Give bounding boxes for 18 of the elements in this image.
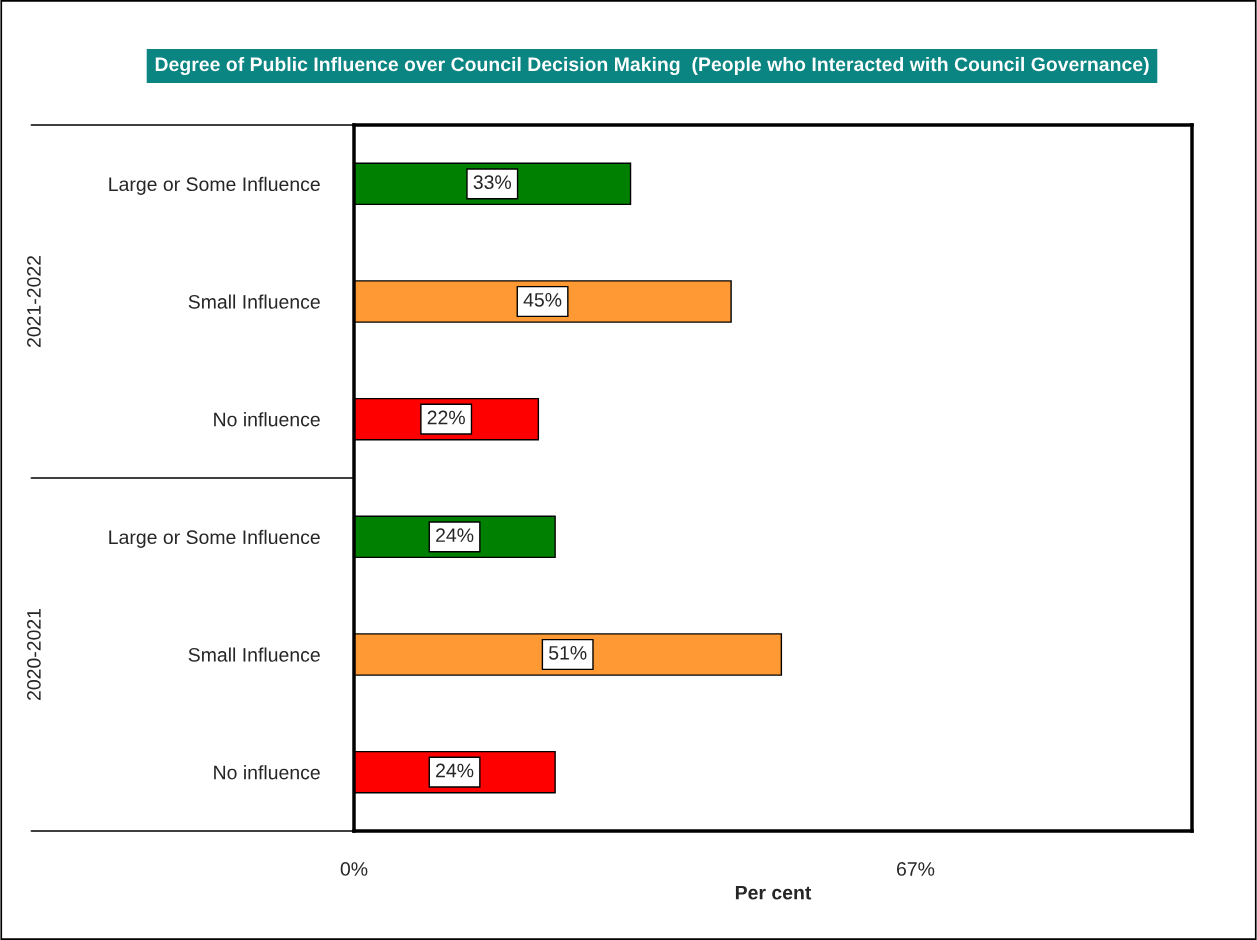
data-label: 24% [436,763,474,778]
y-tick-label: No influence [214,412,320,427]
data-label: 51% [549,646,587,660]
y-tick-label: Large or Some Influence [109,176,320,195]
data-label: 33% [473,175,512,190]
y-tick-label: Small Influence [188,647,320,662]
x-tick-label: 67% [896,862,935,876]
chart-title: Degree of Public Influence over Council Decision Making (People who Interacted with Council Governance) [155,56,1149,76]
y-tick-label: Large or Some Influence [109,529,320,548]
data-label: 24% [436,528,474,542]
y-tick-label: Small Influence [188,294,320,309]
text: 2020-2021 [27,608,41,701]
data-label: 22% [427,410,465,425]
text: 2021-2022 [27,255,41,348]
x-axis-title: Per cent [735,885,812,900]
data-label: 45% [523,293,562,307]
x-tick-label: 0% [340,862,368,876]
y-tick-label: No influence [214,765,320,780]
